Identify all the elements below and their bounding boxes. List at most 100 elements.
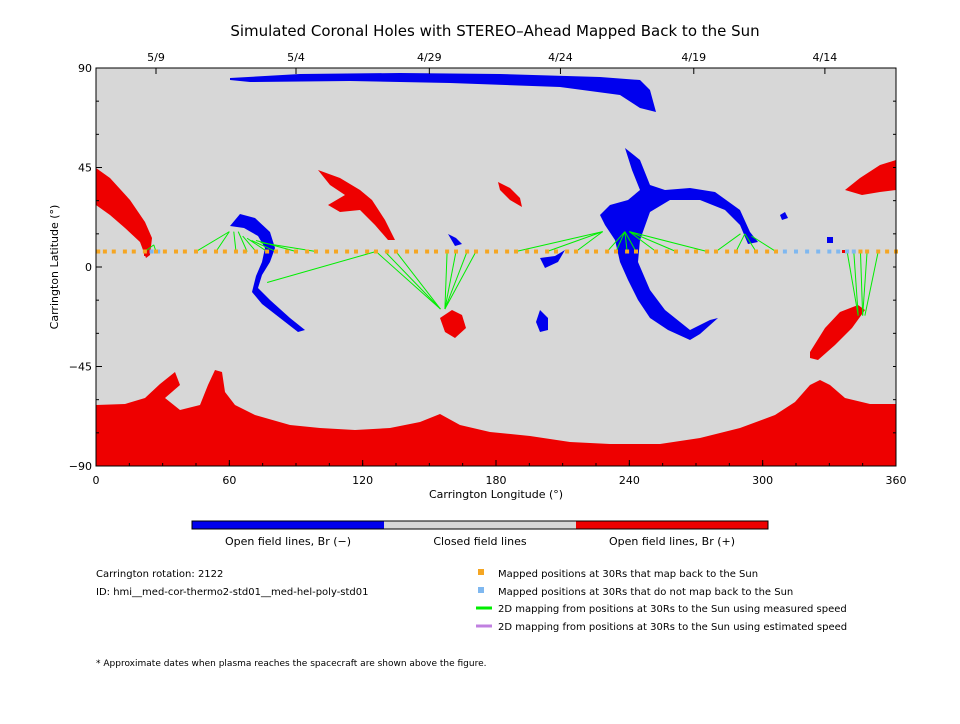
mapping-line [444,251,468,310]
mapped-point [574,249,578,254]
mapped-point [634,249,638,254]
mapped-points [96,249,898,254]
mapped-point [858,249,863,254]
mapped-point [774,249,778,254]
x-tick-label: 240 [619,474,640,487]
mapped-point [714,249,718,254]
x-tick-label: 0 [93,474,100,487]
mapping-line [246,237,268,252]
date-tick-label: 4/29 [417,51,442,64]
colorbar-label-positive: Open field lines, Br (+) [609,535,735,548]
unmapped-point [805,249,810,254]
negative-region-lon330 [827,237,833,243]
mapped-point [534,249,538,254]
mapping-line [744,233,757,252]
mapped-point [385,249,390,254]
mapping-line [251,240,277,252]
legend-mapped-label: Mapped positions at 30Rs that map back t… [498,569,758,580]
mapping-line [515,231,603,253]
colorbar-negative [192,521,384,529]
mapped-point [96,249,101,254]
mapping-line [444,251,448,310]
mapped-point [705,249,710,254]
model-id: ID: hmi__med-cor-thermo2-std01__med-hel-… [96,587,369,598]
mapping-line [255,239,297,253]
mapped-point [725,249,730,254]
x-axis-ticks: 0 60 120 180 240 300 360 [93,460,907,487]
mapped-point [565,249,570,254]
mapping-line [629,231,677,252]
negative-region-lon310 [780,212,788,220]
mapped-point [545,249,550,254]
mapped-point [405,249,410,254]
north-polar-negative-region [230,73,656,112]
colorbar-positive [576,521,768,529]
unmapped-point [851,249,856,254]
mapping-line [862,251,868,316]
mapped-point [674,249,678,254]
colorbar-label-negative: Open field lines, Br (−) [225,535,351,548]
mapped-point [325,249,330,254]
y-tick-label: 90 [78,62,92,75]
mapped-point [434,249,438,254]
mapped-point [625,249,630,254]
mapped-point [102,249,107,254]
y-axis-ticks: 90 45 0 −45 −90 [69,62,896,473]
south-polar-positive-region [96,370,896,466]
x-tick-label: 180 [486,474,507,487]
mapping-line [575,231,603,252]
west-edge-positive-region [96,168,152,258]
x-tick-label: 120 [352,474,373,487]
mapped-point [865,249,870,254]
mapped-point [394,249,398,254]
mapped-point [111,249,116,254]
mapping-line [629,231,708,253]
unmapped-point [836,249,841,254]
mapping-line [266,251,377,283]
date-axis-ticks: 5/9 5/4 4/29 4/24 4/19 4/14 [147,51,837,74]
mapped-point [485,249,490,254]
mapping-line [395,251,441,310]
mapping-line [715,233,741,252]
mapping-line [615,231,626,252]
mapped-point [694,249,698,254]
mapping-line [629,231,657,252]
coronal-hole-regions [96,73,896,466]
footnote: * Approximate dates when plasma reaches … [96,659,487,669]
date-tick-label: 5/4 [287,51,305,64]
mapping-line [195,231,230,252]
carrington-rotation: Carrington rotation: 2122 [96,569,223,580]
date-tick-label: 4/19 [681,51,706,64]
mapped-point [174,249,178,254]
date-tick-label: 4/24 [548,51,573,64]
mapped-point [654,249,658,254]
x-axis-label: Carrington Longitude (°) [429,488,563,501]
mapped-point [765,249,770,254]
mapped-point [454,249,458,254]
mapping-line [606,231,626,252]
x-tick-label: 300 [752,474,773,487]
mapped-point [885,249,890,254]
unmapped-point [794,249,798,254]
mapped-point [222,249,227,254]
mapped-point [354,249,358,254]
y-tick-label: 0 [85,261,92,274]
mapped-point [345,249,350,254]
mapped-point [525,249,530,254]
mapping-line [444,251,477,310]
mapped-point [314,249,318,254]
date-tick-label: 4/14 [813,51,838,64]
mapped-point [214,249,218,254]
mapping-line [859,251,864,316]
mapped-point [494,249,498,254]
mapped-point [734,249,738,254]
mapping-line [751,235,777,252]
chart-title: Simulated Coronal Holes with STEREO–Ahea… [230,22,759,40]
positive-region-lon330 [810,305,865,360]
legend-measured-label: 2D mapping from positions at 30Rs to the… [498,604,847,615]
positive-region-lon155 [440,310,466,338]
mapping-line [624,231,637,252]
mapped-point [182,249,187,254]
mapping-line [384,251,441,310]
mapped-point [614,249,618,254]
